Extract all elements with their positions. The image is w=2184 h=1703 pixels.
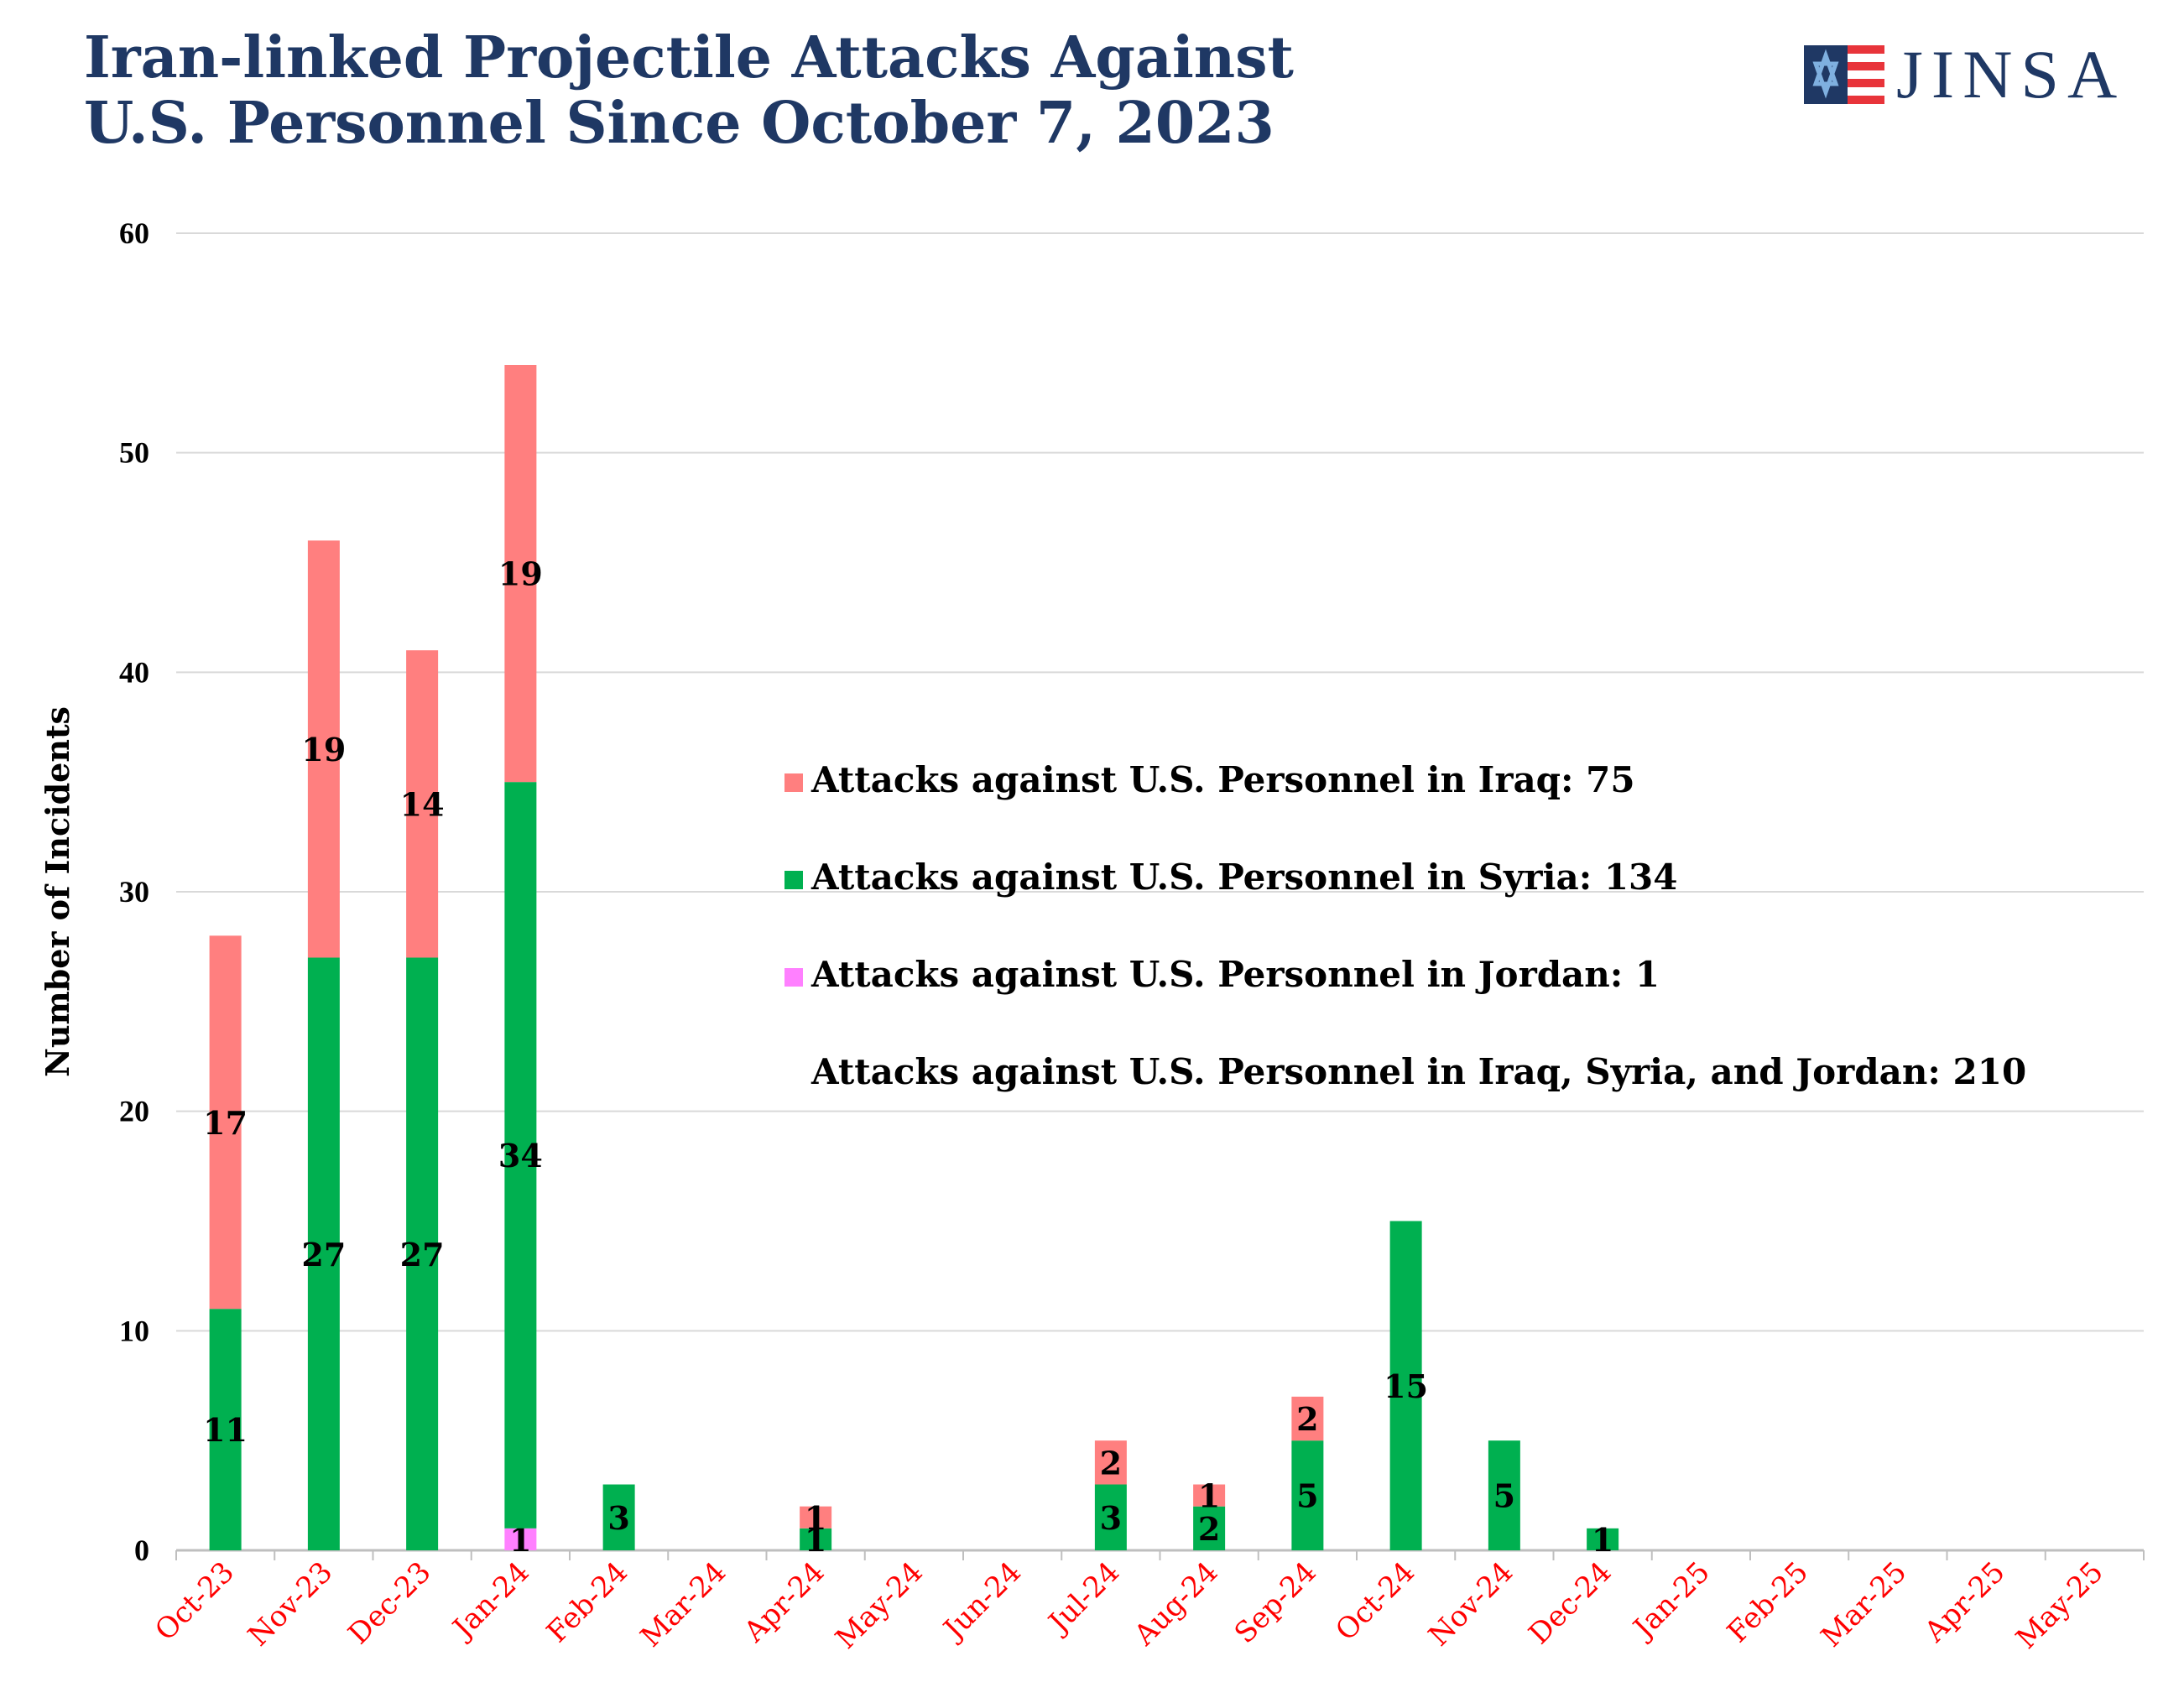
x-tick-label: Jul-24 xyxy=(1040,1555,1126,1641)
y-tick-label: 10 xyxy=(119,1314,149,1347)
bar-segment xyxy=(1193,1506,1226,1550)
chart-title-line-1: Iran-linked Projectile Attacks Against xyxy=(84,24,1294,91)
data-label: 19 xyxy=(498,555,543,593)
bar-segment xyxy=(1488,1440,1520,1550)
data-label: 1 xyxy=(805,1499,826,1537)
x-tick-label: Jan-24 xyxy=(445,1555,536,1647)
x-tick-label: Dec-24 xyxy=(1523,1555,1618,1651)
x-tick-label: May-24 xyxy=(829,1555,930,1656)
x-tick-label: Nov-23 xyxy=(242,1555,339,1653)
legend-entry: Attacks against U.S. Personnel in Syria:… xyxy=(811,857,1678,898)
x-tick-label: Dec-23 xyxy=(342,1555,438,1651)
data-label: 1 xyxy=(1198,1477,1220,1515)
flag-star-icon xyxy=(1804,45,1884,104)
bar-segment xyxy=(1094,1484,1127,1550)
x-tick-label: Aug-24 xyxy=(1128,1555,1225,1653)
bar-segment xyxy=(406,650,439,958)
data-label: 2 xyxy=(1296,1400,1318,1438)
bar-segment xyxy=(1291,1440,1324,1550)
bar-segment xyxy=(504,782,537,1529)
x-tick-label: Oct-24 xyxy=(1329,1555,1421,1648)
x-tick-label: Nov-24 xyxy=(1422,1555,1519,1653)
data-label: 2 xyxy=(1198,1510,1220,1548)
bar-segment xyxy=(800,1528,832,1550)
data-label: 2 xyxy=(1100,1444,1122,1482)
chart-title-line-2: U.S. Personnel Since October 7, 2023 xyxy=(84,90,1274,157)
data-label: 5 xyxy=(1493,1477,1515,1515)
chart-title: Iran-linked Projectile Attacks Against U… xyxy=(84,25,1294,156)
y-tick-label: 30 xyxy=(119,875,149,909)
bar-segment xyxy=(602,1484,635,1550)
x-tick-label: Jun-24 xyxy=(936,1555,1028,1648)
legend-entry: Attacks against U.S. Personnel in Iraq, … xyxy=(811,1051,2026,1092)
data-label: 27 xyxy=(301,1236,346,1273)
y-tick-label: 60 xyxy=(119,216,149,250)
x-tick-label: Apr-24 xyxy=(738,1555,831,1649)
bar-segment xyxy=(1587,1528,1619,1550)
y-tick-label: 0 xyxy=(134,1534,149,1567)
x-tick-label: Apr-25 xyxy=(1918,1555,2012,1649)
data-label: 17 xyxy=(203,1104,248,1142)
bar-segment xyxy=(307,957,340,1550)
x-tick-label: Sep-24 xyxy=(1228,1555,1323,1650)
bar-segment xyxy=(209,1309,242,1550)
bar-segment xyxy=(209,935,242,1310)
legend-entry: Attacks against U.S. Personnel in Iraq: … xyxy=(811,759,1635,800)
y-axis-label: Number of Incidents xyxy=(39,706,76,1077)
data-label: 34 xyxy=(498,1137,543,1174)
data-label: 3 xyxy=(1100,1499,1122,1537)
bar-segment xyxy=(1389,1221,1422,1550)
x-tick-label: Mar-25 xyxy=(1815,1555,1913,1654)
legend-swatch xyxy=(784,773,803,792)
bar-segment xyxy=(1193,1484,1226,1507)
jinsa-logo: JINSA xyxy=(1804,34,2117,117)
data-label: 5 xyxy=(1296,1477,1318,1515)
data-label: 19 xyxy=(301,731,346,768)
x-tick-label: Feb-25 xyxy=(1721,1555,1815,1649)
x-tick-label: Oct-23 xyxy=(149,1555,241,1648)
data-label: 1 xyxy=(1592,1521,1613,1559)
bar-segment xyxy=(504,365,537,783)
logo-text: JINSA xyxy=(1896,36,2126,112)
legend-swatch xyxy=(784,968,803,987)
data-label: 15 xyxy=(1384,1367,1428,1405)
bar-segment xyxy=(406,957,439,1550)
legend-entry: Attacks against U.S. Personnel in Jordan… xyxy=(811,954,1660,995)
x-tick-label: Mar-24 xyxy=(634,1555,732,1654)
y-tick-label: 40 xyxy=(119,655,149,689)
y-tick-label: 20 xyxy=(119,1095,149,1128)
data-label: 11 xyxy=(203,1411,248,1449)
x-tick-label: May-25 xyxy=(2009,1555,2110,1656)
bar-segment xyxy=(1291,1396,1324,1441)
bar-segment xyxy=(800,1506,832,1529)
bar-segment xyxy=(504,1528,537,1550)
y-tick-label: 50 xyxy=(119,436,149,470)
data-label: 14 xyxy=(400,785,445,823)
x-tick-label: Jan-25 xyxy=(1625,1555,1717,1647)
data-label: 3 xyxy=(607,1499,629,1537)
data-label: 27 xyxy=(400,1236,445,1273)
bar-segment xyxy=(1094,1440,1127,1485)
legend-swatch xyxy=(784,871,803,889)
x-tick-label: Feb-24 xyxy=(540,1555,634,1649)
bar-segment xyxy=(307,540,340,958)
